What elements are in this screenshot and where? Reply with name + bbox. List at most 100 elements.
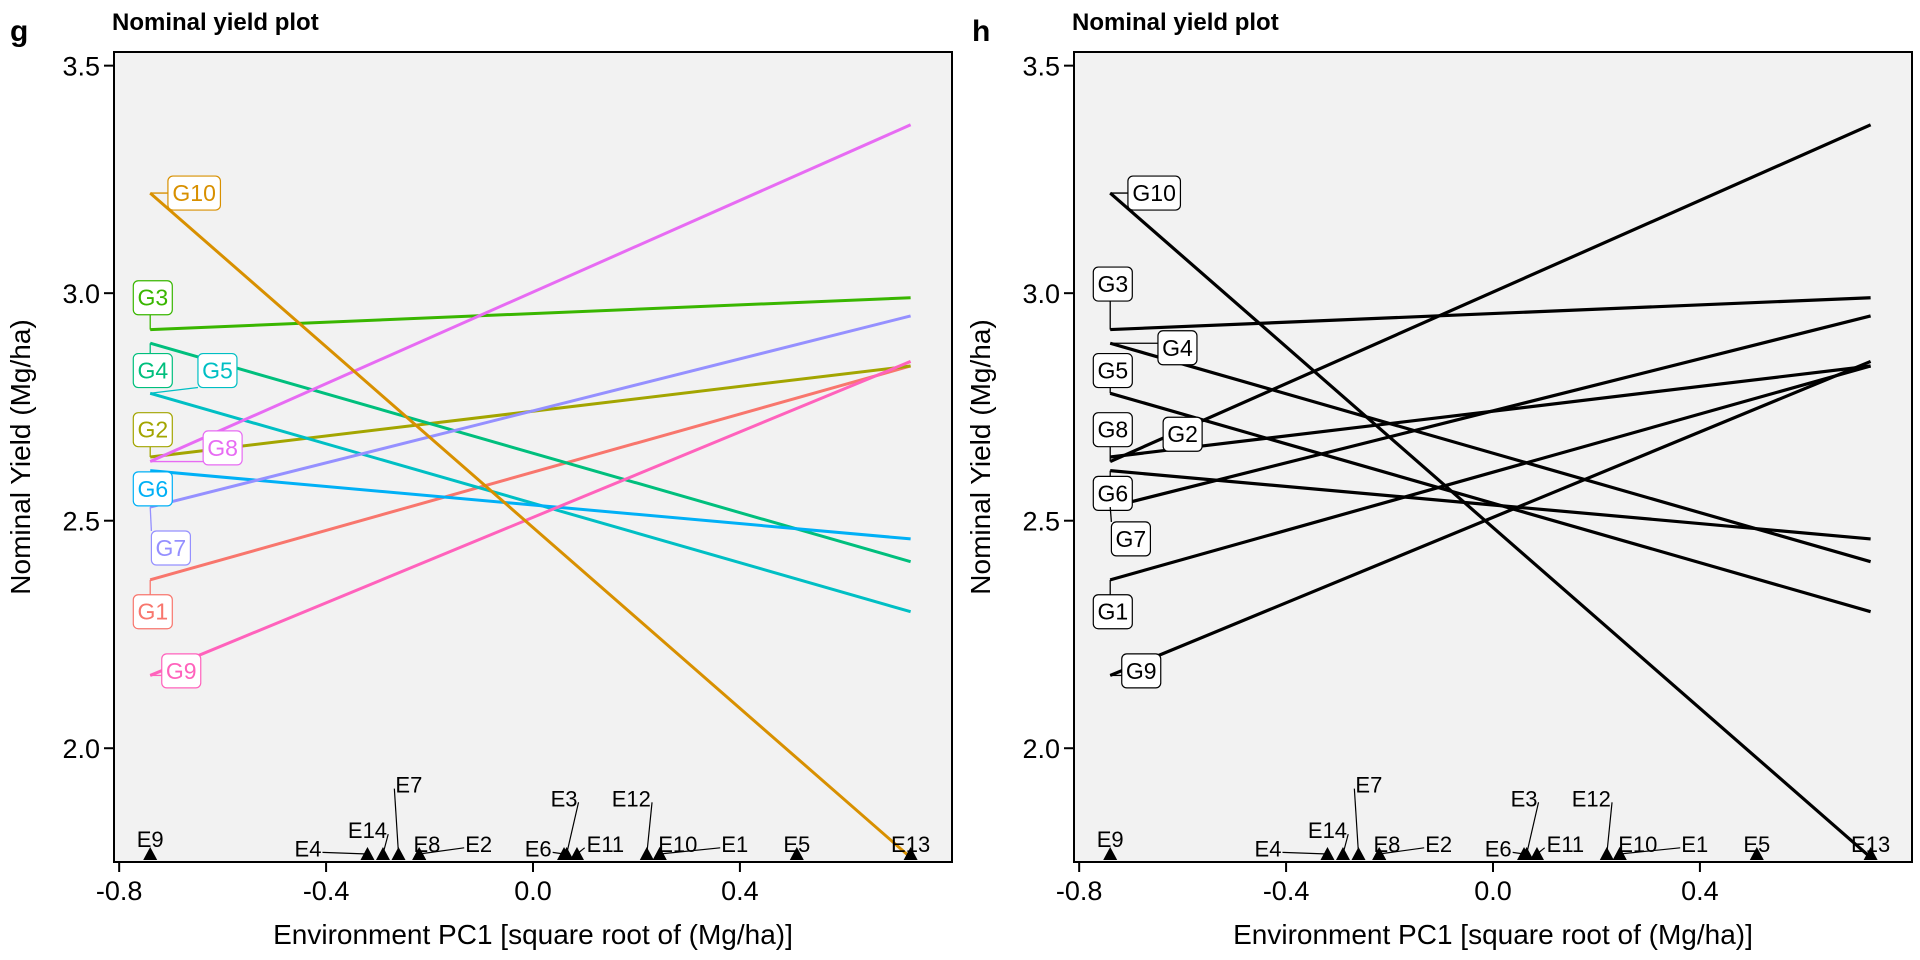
label-leader-g2 bbox=[1110, 450, 1164, 458]
panel-h: h Nominal yield plot G1 G2 G3 G4 G5 G6 G7 G8 G9 G10… bbox=[965, 9, 1913, 950]
genotype-label: G4 bbox=[137, 358, 168, 384]
genotype-label-box bbox=[1092, 412, 1133, 448]
environment-label: E6 bbox=[525, 836, 552, 861]
environment-label: E7 bbox=[395, 773, 422, 798]
environment-marker bbox=[1103, 847, 1118, 860]
series-line-g8 bbox=[1109, 123, 1872, 464]
genotype-label-box bbox=[197, 352, 238, 389]
environment-marker bbox=[143, 847, 158, 860]
genotype-label: G7 bbox=[1116, 526, 1147, 552]
environment-leader bbox=[1526, 802, 1540, 855]
panel-letter: g bbox=[10, 15, 28, 48]
genotype-label: G2 bbox=[1167, 421, 1198, 447]
genotype-label-box bbox=[167, 175, 222, 211]
y-tick-label: 3.5 bbox=[62, 52, 100, 82]
environment-label: E3 bbox=[1511, 786, 1538, 811]
series-line-g7 bbox=[149, 314, 911, 509]
series-line-g7 bbox=[1109, 314, 1872, 509]
genotype-label-box bbox=[132, 412, 173, 448]
x-tick-label: 0.0 bbox=[514, 876, 552, 906]
series-line-g10 bbox=[149, 191, 912, 859]
environment-label: E6 bbox=[1485, 836, 1512, 861]
environment-marker bbox=[789, 847, 804, 860]
x-axis-label: Environment PC1 [square root of (Mg/ha)] bbox=[273, 919, 793, 950]
environment-leader bbox=[419, 847, 465, 855]
environment-leader bbox=[1353, 788, 1360, 855]
environment-leader bbox=[1606, 802, 1613, 855]
series-line-g6 bbox=[150, 469, 911, 541]
environment-leader bbox=[382, 833, 389, 855]
environment-label: E14 bbox=[348, 818, 387, 843]
genotype-label: G8 bbox=[1097, 417, 1128, 443]
series-line-g1 bbox=[1109, 364, 1872, 582]
genotype-label: G6 bbox=[1097, 480, 1128, 506]
series-line-g6 bbox=[1110, 469, 1871, 541]
genotype-label-box bbox=[1127, 175, 1182, 211]
environment-leader bbox=[1536, 847, 1546, 855]
y-tick-label: 3.5 bbox=[1022, 52, 1060, 82]
environment-label: E2 bbox=[1425, 832, 1452, 857]
environment-label: E1 bbox=[721, 832, 748, 857]
x-tick-label: 0.0 bbox=[1474, 876, 1512, 906]
plot-background bbox=[114, 52, 952, 862]
environment-label: E12 bbox=[1572, 786, 1611, 811]
series-line-g4 bbox=[149, 341, 912, 564]
genotype-label-box bbox=[150, 530, 192, 566]
label-leader-g7 bbox=[149, 507, 153, 532]
genotype-label-box bbox=[202, 430, 243, 466]
environment-label: E13 bbox=[891, 832, 930, 857]
y-tick-label: 3.0 bbox=[1022, 279, 1060, 309]
environment-leader bbox=[646, 802, 653, 855]
environment-label: E9 bbox=[137, 827, 164, 852]
genotype-label-box bbox=[132, 594, 173, 630]
series-line-g3 bbox=[150, 296, 911, 332]
chart-title: Nominal yield plot bbox=[112, 9, 319, 36]
genotype-label: G8 bbox=[207, 435, 238, 461]
label-leader-g5 bbox=[150, 386, 199, 394]
environment-label: E7 bbox=[1355, 773, 1382, 798]
environment-label: E14 bbox=[1308, 818, 1347, 843]
genotype-label: G10 bbox=[1132, 180, 1175, 206]
environment-leader bbox=[1282, 851, 1328, 855]
genotype-label: G1 bbox=[1097, 599, 1128, 625]
environment-marker bbox=[1749, 847, 1764, 860]
genotype-label-box bbox=[1121, 653, 1162, 689]
genotype-label-box bbox=[161, 653, 202, 689]
x-tick-label: -0.4 bbox=[303, 876, 350, 906]
series-line-g1 bbox=[149, 364, 912, 582]
genotype-label: G5 bbox=[202, 358, 233, 384]
series-line-g8 bbox=[149, 123, 912, 463]
genotype-label-box bbox=[132, 352, 173, 389]
environment-marker bbox=[903, 847, 918, 860]
environment-leader bbox=[1512, 851, 1525, 855]
environment-leader bbox=[576, 847, 586, 855]
plot-area bbox=[149, 123, 912, 859]
panel-letter: h bbox=[972, 15, 990, 48]
series-line-g3 bbox=[1110, 296, 1871, 332]
genotype-label-box bbox=[1162, 416, 1203, 452]
environment-label: E5 bbox=[1743, 832, 1770, 857]
genotype-label: G3 bbox=[137, 285, 168, 311]
series-line-g4 bbox=[1109, 341, 1872, 564]
series-line-g5 bbox=[149, 391, 912, 614]
label-leader-g7 bbox=[1109, 507, 1113, 522]
x-tick-label: -0.8 bbox=[96, 876, 143, 906]
genotype-label-box bbox=[1092, 266, 1133, 302]
environment-label: E11 bbox=[1547, 832, 1585, 857]
genotype-label-box bbox=[1157, 330, 1198, 366]
genotype-label: G1 bbox=[137, 599, 168, 625]
y-tick-label: 3.0 bbox=[62, 279, 100, 309]
x-tick-label: 0.4 bbox=[1681, 876, 1719, 906]
x-tick-label: -0.8 bbox=[1056, 876, 1103, 906]
series-line-g9 bbox=[1109, 359, 1872, 677]
environment-label: E3 bbox=[551, 786, 578, 811]
genotype-label: G6 bbox=[137, 476, 168, 502]
environment-marker bbox=[1863, 847, 1878, 860]
environment-label: E13 bbox=[1851, 832, 1890, 857]
series-line-g10 bbox=[1109, 191, 1872, 859]
environment-leader bbox=[566, 802, 580, 855]
environment-label: E2 bbox=[465, 832, 492, 857]
genotype-label: G3 bbox=[1097, 271, 1128, 297]
genotype-label: G7 bbox=[156, 535, 187, 561]
